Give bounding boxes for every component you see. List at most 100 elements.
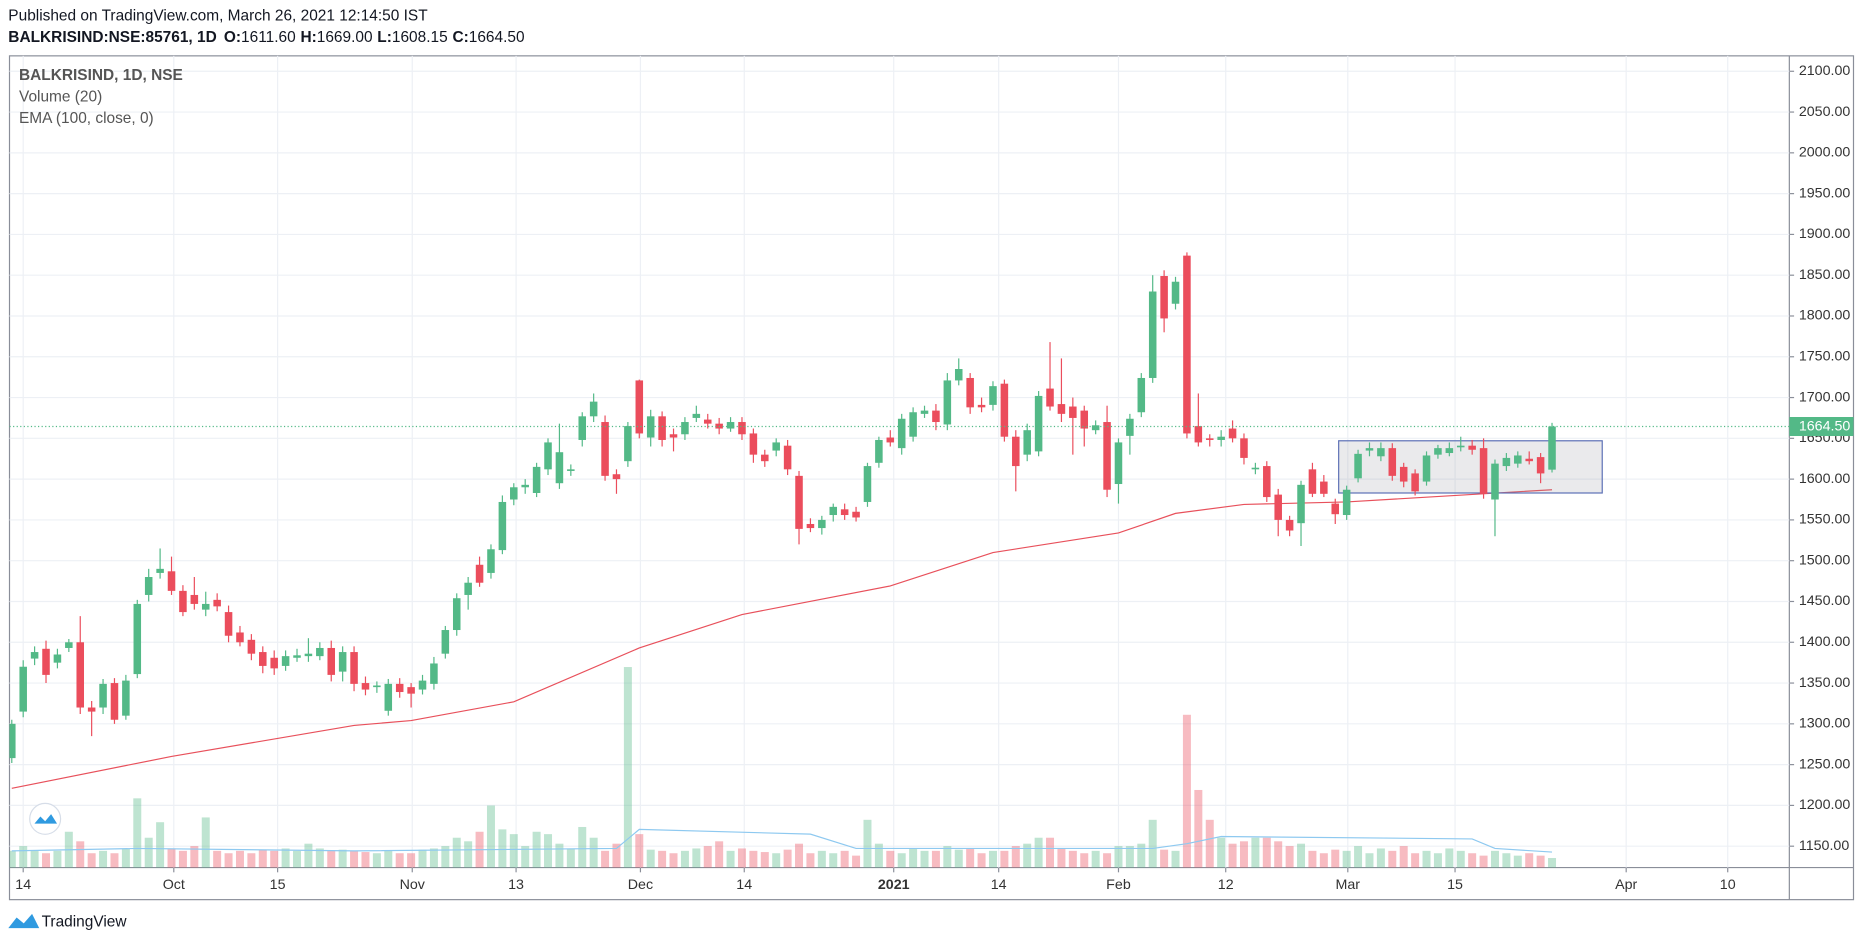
- volume-bar: [76, 841, 85, 868]
- candle-body: [567, 469, 575, 471]
- candle-body: [1331, 503, 1340, 515]
- y-tick-label: 1350.00: [1799, 675, 1851, 691]
- candle-body: [1148, 291, 1157, 378]
- volume-bar: [1342, 850, 1351, 868]
- volume-bar: [817, 850, 826, 868]
- volume-bar: [1297, 843, 1306, 868]
- candle-body: [1320, 481, 1328, 494]
- y-tick-label: 2000.00: [1799, 145, 1851, 161]
- volume-ma-line: [11, 828, 1553, 853]
- candle-body: [327, 647, 336, 675]
- candle-body: [772, 442, 780, 451]
- candle-body: [612, 474, 621, 480]
- volume-bar: [931, 850, 940, 868]
- volume-bar: [852, 855, 861, 868]
- candle-body: [749, 433, 758, 455]
- candle-body: [624, 426, 632, 462]
- candle-body: [464, 582, 472, 595]
- candle-body: [110, 683, 119, 720]
- footer-brand: TradingView: [42, 913, 128, 930]
- y-tick-label: 1550.00: [1799, 512, 1851, 528]
- volume-bar: [452, 837, 461, 868]
- volume-bar: [772, 853, 781, 868]
- candle-body: [703, 419, 712, 424]
- candle-body: [1217, 436, 1225, 440]
- candle-body: [920, 410, 929, 414]
- volume-bar: [612, 843, 621, 868]
- ema-line: [11, 489, 1553, 789]
- volume-bar: [144, 837, 153, 868]
- candle-body: [1285, 519, 1294, 531]
- x-tick-label: 2021: [878, 877, 910, 893]
- volume-bar: [167, 848, 176, 868]
- candle-body: [909, 412, 917, 437]
- volume-bar: [224, 853, 233, 868]
- candle-body: [338, 652, 347, 672]
- candle-body: [1103, 422, 1111, 490]
- x-tick-label: Nov: [400, 877, 426, 893]
- candle-body: [532, 466, 541, 493]
- candle-body: [87, 707, 96, 712]
- candle-body: [1468, 445, 1476, 450]
- candle-body: [316, 647, 324, 657]
- volume-bar: [1411, 853, 1420, 868]
- plot: [9, 252, 1790, 868]
- candle-body: [179, 590, 187, 613]
- volume-bar: [829, 853, 838, 868]
- candle-body: [395, 683, 404, 693]
- volume-bar: [1536, 855, 1545, 868]
- candle-body: [635, 380, 644, 434]
- candle-body: [1456, 445, 1465, 448]
- y-tick-label: 1850.00: [1799, 267, 1851, 283]
- candle-body: [1434, 448, 1442, 455]
- candle-body: [943, 380, 952, 425]
- volume-bar: [737, 848, 746, 868]
- x-tick-label: 14: [991, 877, 1007, 893]
- candle-body: [1399, 466, 1408, 482]
- volume-bar: [806, 853, 815, 868]
- candle-body: [65, 642, 73, 648]
- candle-body: [521, 484, 529, 488]
- candle-body: [1514, 455, 1522, 464]
- candle-body: [1012, 436, 1020, 467]
- y-tick-label: 1950.00: [1799, 185, 1851, 201]
- volume-bar: [1308, 850, 1317, 868]
- volume-bar: [1285, 846, 1294, 868]
- volume-bar: [1057, 848, 1066, 868]
- candle-body: [977, 404, 986, 408]
- candle-body: [806, 523, 815, 529]
- volume-bar: [441, 846, 450, 868]
- volume-bar: [1319, 853, 1328, 868]
- y-tick-label: 1250.00: [1799, 756, 1851, 772]
- volume-bar: [1034, 837, 1043, 868]
- volume-bar: [966, 848, 975, 868]
- volume-bar: [19, 846, 28, 868]
- legend-symbol: BALKRISIND, 1D, NSE: [19, 67, 183, 84]
- volume-bar: [897, 853, 906, 868]
- footer-logo: [8, 913, 40, 929]
- y-tick-label: 1500.00: [1799, 552, 1851, 568]
- volume-bar: [42, 853, 51, 868]
- volume-bar: [783, 849, 792, 868]
- volume-bar: [920, 850, 929, 868]
- volume-bar: [680, 850, 689, 868]
- candle-body: [133, 603, 142, 675]
- candle-body: [966, 377, 974, 408]
- volume-bar: [486, 805, 495, 868]
- candle-body: [932, 410, 940, 423]
- candle-body: [1274, 494, 1282, 520]
- volume-bar: [1422, 850, 1431, 868]
- volume-bar: [235, 850, 244, 868]
- volume-bar: [1479, 855, 1488, 868]
- candle-body: [1160, 276, 1168, 319]
- candle-body: [783, 445, 792, 470]
- candle-body: [224, 612, 233, 636]
- ohlc-value: 1608.15: [392, 29, 448, 46]
- volume-bar: [1011, 846, 1020, 868]
- candle-body: [213, 599, 221, 607]
- volume-bar: [429, 848, 438, 868]
- candle-body: [190, 594, 199, 604]
- x-tick-label: Dec: [628, 877, 653, 893]
- published-line: Published on TradingView.com, March 26, …: [8, 8, 428, 25]
- x-tick-label: Mar: [1336, 877, 1361, 893]
